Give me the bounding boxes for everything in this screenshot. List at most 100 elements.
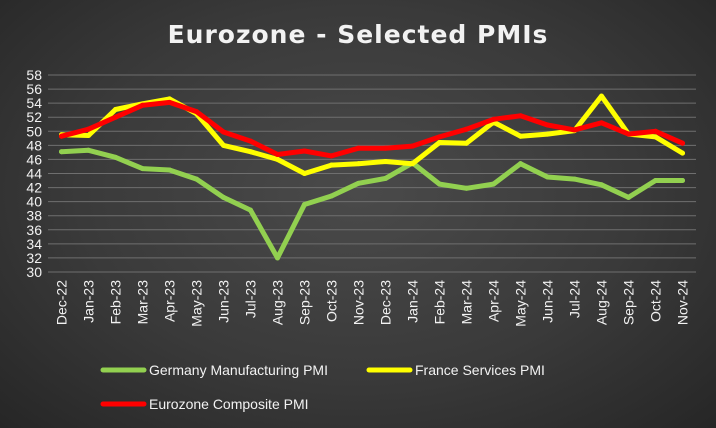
y-tick-label: 44 [26,166,42,182]
y-tick-label: 40 [26,194,42,210]
data-point [572,176,577,182]
data-point [275,156,280,162]
data-point [302,201,307,207]
x-tick-label: Feb-23 [108,280,124,325]
series-points-eurozone-composite-pmi [59,99,685,159]
data-point [86,133,91,139]
x-tick-label: Jul-23 [243,280,259,318]
data-point [356,180,361,186]
legend: Germany Manufacturing PMI France Service… [100,362,545,412]
y-tick-label: 46 [26,151,42,167]
data-point [167,167,172,173]
data-point [59,133,64,139]
data-point [626,131,631,137]
data-point [410,161,415,167]
data-point [437,134,442,140]
x-tick-label: Apr-24 [486,280,502,322]
legend-label-germany-manufacturing-pmi: Germany Manufacturing PMI [149,362,328,378]
data-point [275,152,280,158]
data-point [545,174,550,180]
x-tick-label: Oct-23 [324,280,340,322]
data-point [221,142,226,148]
series-lines [59,93,685,261]
data-point [140,102,145,108]
data-point [491,116,496,122]
data-point [464,140,469,146]
x-tick-label: Jul-24 [567,280,583,318]
y-tick-label: 52 [26,109,42,125]
data-point [86,126,91,132]
data-point [383,175,388,181]
data-point [518,113,523,119]
series-line-germany-manufacturing-pmi [59,147,685,261]
data-point [383,159,388,165]
x-tick-label: Mar-24 [459,280,475,325]
data-point [680,150,685,156]
data-point [410,143,415,149]
x-tick-label: Feb-24 [432,280,448,325]
y-tick-label: 30 [26,264,42,280]
data-point [194,176,199,182]
x-tick-label: Dec-22 [54,280,70,325]
data-point [599,93,604,99]
y-tick-label: 42 [26,180,42,196]
data-point [248,138,253,144]
data-point [518,161,523,167]
y-tick-label: 50 [26,123,42,139]
x-tick-label: Sep-24 [621,280,637,325]
y-tick-label: 48 [26,137,42,153]
data-point [680,178,685,184]
data-point [113,154,118,160]
x-tick-label: Oct-24 [648,280,664,322]
y-tick-label: 36 [26,222,42,238]
data-point [653,128,658,134]
x-tick-label: Nov-23 [351,280,367,325]
data-point [86,147,91,153]
x-axis-tick-labels: Dec-22 Jan-23 Feb-23 Mar-23 Apr-23 May-23 Jun-… [54,280,691,327]
data-point [302,171,307,176]
y-tick-label: 32 [26,250,42,266]
data-point [464,185,469,191]
data-point [275,255,280,261]
data-point [356,145,361,151]
data-point [248,207,253,213]
data-point [59,149,64,155]
data-point [113,114,118,120]
x-tick-label: Aug-24 [594,280,610,325]
data-point [518,133,523,139]
x-tick-label: May-23 [189,280,205,327]
data-point [221,194,226,200]
data-point [329,193,334,199]
series-line-eurozone-composite-pmi [59,99,685,159]
x-tick-label: Jun-23 [216,280,232,323]
data-point [302,148,307,154]
x-tick-label: Jan-24 [405,280,421,323]
data-point [329,162,334,168]
x-tick-label: Aug-23 [270,280,286,325]
data-point [599,120,604,126]
data-point [653,134,658,140]
data-point [572,127,577,133]
gridlines [48,74,696,273]
data-point [464,126,469,132]
data-point [113,106,118,112]
x-tick-label: Apr-23 [162,280,178,322]
data-point [329,153,334,159]
legend-label-france-services-pmi: France Services PMI [415,362,545,378]
x-tick-label: May-24 [513,280,529,327]
y-tick-label: 58 [26,67,42,83]
legend-label-eurozone-composite-pmi: Eurozone Composite PMI [149,396,309,412]
series-line-france-services-pmi [59,93,685,176]
data-point [167,99,172,105]
data-point [545,122,550,128]
y-tick-label: 38 [26,208,42,224]
data-point [140,166,145,172]
data-point [437,140,442,146]
data-point [545,131,550,137]
x-tick-label: Jun-24 [540,280,556,323]
data-point [221,129,226,135]
y-tick-label: 56 [26,81,42,97]
x-tick-label: Dec-23 [378,280,394,325]
data-point [194,109,199,115]
